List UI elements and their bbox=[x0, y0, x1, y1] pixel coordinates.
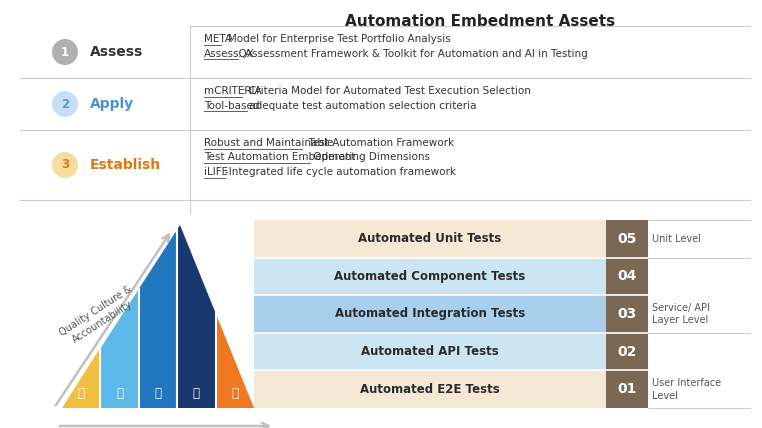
Text: 💡: 💡 bbox=[116, 387, 123, 400]
Text: Unit Level: Unit Level bbox=[652, 234, 701, 244]
Bar bbox=[254, 370, 606, 408]
Circle shape bbox=[52, 91, 78, 117]
Bar bbox=[606, 333, 648, 370]
Text: adequate test automation selection criteria: adequate test automation selection crite… bbox=[246, 101, 477, 110]
Text: 05: 05 bbox=[617, 232, 637, 246]
Text: 👁: 👁 bbox=[232, 387, 239, 400]
Text: Test Automation Framework: Test Automation Framework bbox=[302, 138, 454, 148]
Text: Test Automation Embedment: Test Automation Embedment bbox=[204, 152, 355, 163]
Text: 💼: 💼 bbox=[193, 387, 200, 400]
Text: 02: 02 bbox=[617, 345, 637, 359]
Bar bbox=[254, 220, 606, 258]
Bar bbox=[606, 220, 648, 258]
Text: : Assessment Framework & Toolkit for Automation and AI in Testing: : Assessment Framework & Toolkit for Aut… bbox=[238, 48, 588, 59]
Text: : Criteria Model for Automated Test Execution Selection: : Criteria Model for Automated Test Exec… bbox=[242, 86, 531, 96]
Text: iLIFE: iLIFE bbox=[204, 167, 228, 177]
Text: Establish: Establish bbox=[90, 158, 161, 172]
Text: -Integrated life cycle automation framework: -Integrated life cycle automation framew… bbox=[226, 167, 456, 177]
Text: 👥: 👥 bbox=[78, 387, 85, 400]
Polygon shape bbox=[62, 348, 101, 408]
Text: Automated E2E Tests: Automated E2E Tests bbox=[360, 383, 500, 396]
Text: mCRITERIA: mCRITERIA bbox=[204, 86, 261, 96]
Text: 2: 2 bbox=[61, 98, 69, 110]
Text: 3: 3 bbox=[61, 158, 69, 172]
Polygon shape bbox=[101, 289, 139, 408]
Bar bbox=[254, 333, 606, 370]
Text: 03: 03 bbox=[617, 307, 636, 321]
Text: Automation Embedment Assets: Automation Embedment Assets bbox=[345, 14, 615, 29]
Text: Tool-based: Tool-based bbox=[204, 101, 260, 110]
Bar bbox=[254, 258, 606, 295]
Text: Automated API Tests: Automated API Tests bbox=[361, 345, 499, 358]
Text: 1: 1 bbox=[61, 45, 69, 59]
Polygon shape bbox=[139, 229, 178, 408]
Bar bbox=[254, 295, 606, 333]
Text: Automated Integration Tests: Automated Integration Tests bbox=[335, 307, 525, 321]
Bar bbox=[606, 258, 648, 295]
Bar bbox=[606, 370, 648, 408]
Text: META: META bbox=[204, 34, 232, 44]
Text: Service/ API
Layer Level: Service/ API Layer Level bbox=[652, 303, 710, 325]
Polygon shape bbox=[216, 313, 254, 408]
Text: : Model for Enterprise Test Portfolio Analysis: : Model for Enterprise Test Portfolio An… bbox=[221, 34, 451, 44]
Circle shape bbox=[52, 152, 78, 178]
Text: Robust and Maintainable: Robust and Maintainable bbox=[204, 138, 334, 148]
Text: 🏅: 🏅 bbox=[155, 387, 162, 400]
Text: Automated Component Tests: Automated Component Tests bbox=[335, 270, 526, 283]
Bar bbox=[606, 295, 648, 333]
Text: 04: 04 bbox=[617, 269, 637, 283]
Text: Assess: Assess bbox=[90, 45, 143, 59]
Text: Operating Dimensions: Operating Dimensions bbox=[310, 152, 431, 163]
Text: Automated Unit Tests: Automated Unit Tests bbox=[358, 232, 501, 245]
Text: 01: 01 bbox=[617, 382, 637, 396]
Text: Quality Culture &
Accountability: Quality Culture & Accountability bbox=[57, 284, 140, 349]
Text: Apply: Apply bbox=[90, 97, 134, 111]
Text: User Interface
Level: User Interface Level bbox=[652, 378, 721, 401]
Circle shape bbox=[52, 39, 78, 65]
Polygon shape bbox=[178, 225, 216, 408]
Text: AssessQX: AssessQX bbox=[204, 48, 255, 59]
